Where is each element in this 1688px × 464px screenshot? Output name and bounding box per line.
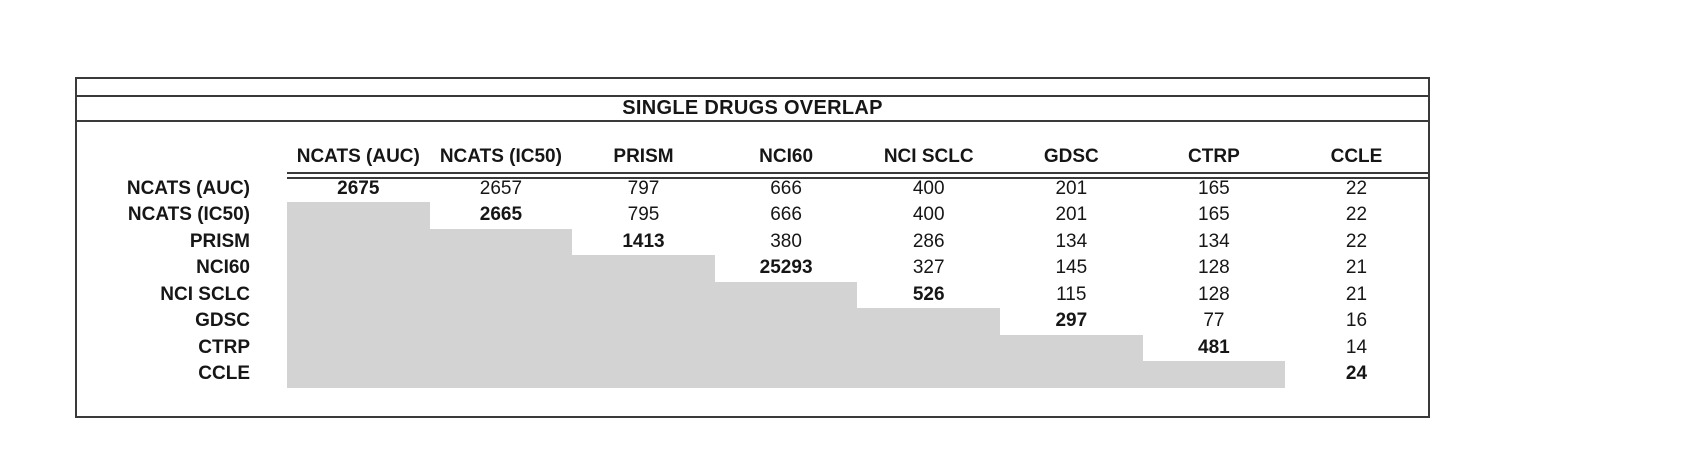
matrix-cell: 400 bbox=[912, 204, 945, 225]
table-top-spacer-row bbox=[77, 79, 1428, 97]
diagonal-cell: 481 bbox=[1198, 336, 1230, 358]
matrix-cell: 201 bbox=[1055, 177, 1088, 199]
shaded-lower-triangle-block bbox=[287, 228, 573, 255]
shaded-lower-triangle-block bbox=[287, 281, 858, 308]
matrix-cell: 134 bbox=[1198, 230, 1230, 252]
matrix-cell: 666 bbox=[770, 177, 802, 199]
column-header-4: NCI60 bbox=[759, 146, 814, 167]
matrix-cell: 22 bbox=[1345, 230, 1368, 252]
matrix-cell: 2657 bbox=[479, 177, 523, 199]
matrix-cell: 380 bbox=[770, 230, 802, 252]
matrix-cell: 797 bbox=[627, 177, 660, 199]
matrix-cell: 201 bbox=[1055, 204, 1088, 225]
diagonal-cell: 2675 bbox=[337, 177, 380, 199]
matrix-cell: 77 bbox=[1203, 310, 1225, 331]
row-label-7: CTRP bbox=[198, 336, 250, 358]
column-header-3: PRISM bbox=[613, 146, 674, 167]
table-title: SINGLE DRUGS OVERLAP bbox=[622, 97, 883, 119]
diagonal-cell: 297 bbox=[1055, 310, 1088, 331]
row-label-8: CCLE bbox=[198, 363, 250, 384]
diagonal-cell: 25293 bbox=[759, 257, 813, 278]
row-label-6: GDSC bbox=[195, 310, 250, 331]
row-label-1: NCATS (AUC) bbox=[126, 177, 250, 199]
matrix-cell: 165 bbox=[1198, 177, 1230, 199]
matrix-cell: 128 bbox=[1198, 257, 1230, 278]
matrix-cell: 327 bbox=[912, 257, 945, 278]
column-header-2: NCATS (IC50) bbox=[439, 146, 562, 167]
column-header-8: CCLE bbox=[1330, 146, 1383, 167]
row-label-4: NCI60 bbox=[196, 257, 250, 278]
shaded-lower-triangle-block bbox=[287, 361, 1286, 388]
diagonal-cell: 2665 bbox=[479, 204, 523, 225]
shaded-lower-triangle-block bbox=[287, 255, 715, 282]
column-header-6: GDSC bbox=[1043, 146, 1099, 167]
matrix-cell: 128 bbox=[1198, 283, 1230, 305]
table-title-row: SINGLE DRUGS OVERLAP bbox=[77, 97, 1428, 122]
matrix-cell: 145 bbox=[1055, 257, 1088, 278]
matrix-cell: 165 bbox=[1198, 204, 1230, 225]
matrix-cell: 115 bbox=[1056, 283, 1087, 305]
header-double-underline bbox=[287, 172, 1428, 179]
diagonal-cell: 526 bbox=[912, 283, 945, 305]
matrix-cell: 286 bbox=[912, 230, 945, 252]
matrix-cell: 795 bbox=[627, 204, 660, 225]
matrix-cell: 666 bbox=[770, 204, 802, 225]
matrix-cell: 21 bbox=[1345, 283, 1368, 305]
row-label-3: PRISM bbox=[189, 230, 250, 252]
matrix-cell: 22 bbox=[1345, 204, 1368, 225]
diagonal-cell: 24 bbox=[1345, 363, 1368, 384]
column-header-5: NCI SCLC bbox=[883, 146, 974, 167]
matrix-cell: 22 bbox=[1345, 177, 1368, 199]
shaded-lower-triangle-block bbox=[287, 334, 1143, 361]
diagonal-cell: 1413 bbox=[622, 230, 665, 252]
matrix-cell: 14 bbox=[1345, 336, 1368, 358]
single-drugs-overlap-table: SINGLE DRUGS OVERLAP NCATS (AUC) NCATS (I… bbox=[75, 77, 1430, 418]
matrix-cell: 16 bbox=[1345, 310, 1368, 331]
shaded-lower-triangle-block bbox=[287, 308, 1000, 335]
row-label-2: NCATS (IC50) bbox=[127, 204, 250, 225]
shaded-lower-triangle-block bbox=[287, 202, 430, 229]
matrix-cell: 134 bbox=[1055, 230, 1088, 252]
column-header-1: NCATS (AUC) bbox=[296, 146, 420, 167]
matrix-cell: 400 bbox=[912, 177, 945, 199]
column-header-7: CTRP bbox=[1188, 146, 1240, 167]
row-label-5: NCI SCLC bbox=[160, 283, 250, 305]
matrix-cell: 21 bbox=[1345, 257, 1368, 278]
